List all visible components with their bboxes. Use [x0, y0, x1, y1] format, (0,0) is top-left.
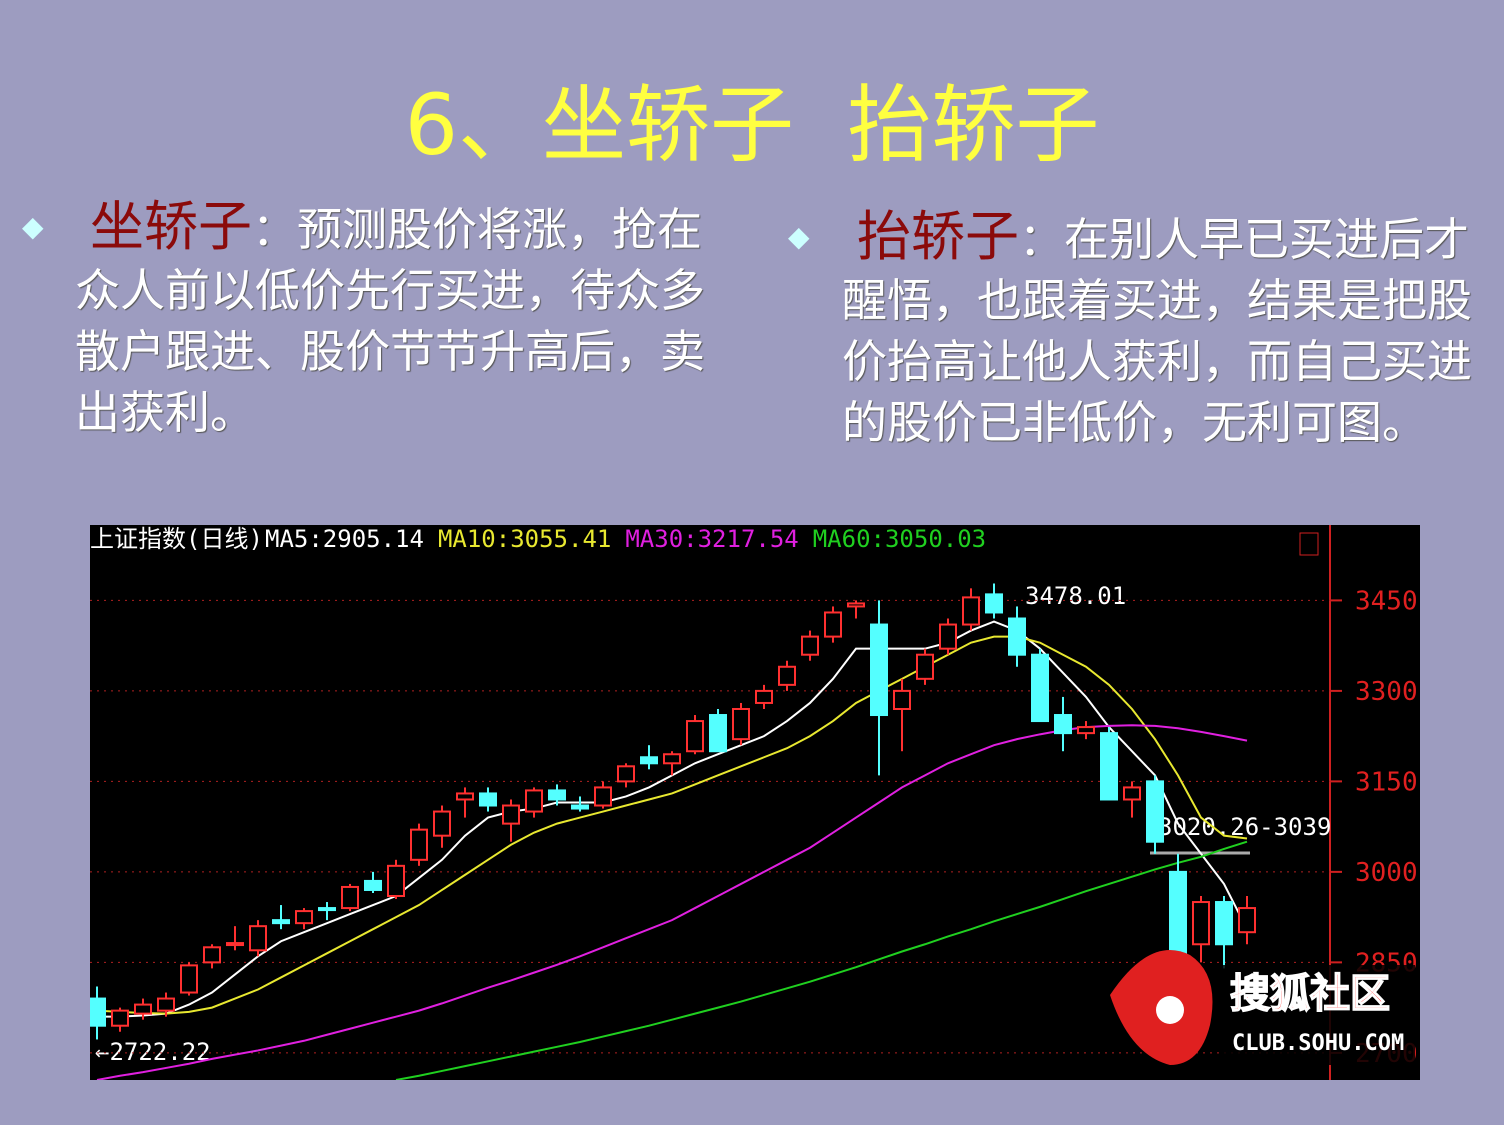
candle-body	[1146, 780, 1164, 843]
candle-body	[939, 623, 957, 650]
candle-body	[249, 925, 267, 952]
legend-entry: MA30:3217.54	[625, 525, 798, 553]
candle-body	[732, 707, 750, 741]
watermark-bg	[1220, 965, 1415, 1065]
candle-body	[364, 879, 382, 891]
candle-body	[1008, 617, 1026, 656]
candle-body	[479, 792, 497, 807]
point: 坐轿子：预测股价将涨，抢在众人前以低价先行买进，待众多散户跟进、股价节节升高后，…	[75, 196, 727, 443]
watermark-name: 搜狐社区	[1230, 971, 1390, 1017]
candle-body	[893, 689, 911, 710]
point-text: ：在别人早已买进后才醒悟，也跟着买进，结果是把股价抬高让他人获利，而自己买进的股…	[842, 213, 1473, 449]
candle-body	[663, 753, 681, 765]
candle-body	[686, 720, 704, 753]
candle-body	[962, 596, 980, 626]
candle-body	[1192, 901, 1210, 946]
candle-body	[801, 635, 819, 656]
candle-body	[1169, 870, 1187, 964]
candle-body	[295, 910, 313, 925]
candle-body	[594, 786, 612, 807]
candle-body	[709, 714, 727, 753]
candle-body	[1054, 714, 1072, 735]
legend-entry: MA10:3055.41	[438, 525, 611, 553]
y-tick-label: 3450	[1355, 586, 1418, 616]
point-term: 坐轿子	[90, 195, 252, 258]
candle-body	[571, 804, 589, 810]
candle-body	[916, 653, 934, 680]
candle-body	[456, 792, 474, 801]
candle-body	[525, 789, 543, 813]
candle-body	[134, 1003, 152, 1015]
candle-body	[824, 611, 842, 638]
candle-body	[341, 885, 359, 910]
candle-body	[755, 689, 773, 704]
annotation: ←2722.22	[95, 1038, 211, 1066]
candle-body	[617, 765, 635, 783]
ma-line	[395, 840, 1248, 1080]
annotation: 3020.26-3039	[1158, 813, 1331, 841]
candle-body	[1100, 732, 1118, 801]
legend: MA5:2905.14 MA10:3055.41 MA30:3217.54 MA60:…	[265, 525, 986, 553]
candle-body	[870, 623, 888, 717]
candle-body	[226, 942, 244, 947]
candle-body	[1123, 786, 1141, 801]
watermark-url: CLUB.SOHU.COM	[1232, 1031, 1404, 1056]
chart: 上证指数(日线) MA5:2905.14 MA10:3055.41 MA30:321…	[90, 525, 1420, 1080]
candle-body	[1238, 907, 1256, 934]
logo-eye	[1156, 996, 1184, 1024]
candle-body	[1215, 901, 1233, 946]
bullet: ◆	[788, 220, 810, 253]
legend-entry: MA60:3050.03	[813, 525, 986, 553]
candle-body	[410, 828, 428, 861]
candle-body	[847, 602, 865, 608]
candle-body	[272, 919, 290, 925]
legend-entry: MA5:2905.14	[265, 525, 424, 553]
annotation: 3478.01	[1025, 582, 1126, 610]
chart-title: 上证指数(日线)	[90, 525, 263, 553]
point-text: ：预测股价将涨，抢在众人前以低价先行买进，待众多散户跟进、股价节节升高后，卖出获…	[75, 203, 706, 439]
candle-body	[203, 946, 221, 964]
candle-body	[778, 665, 796, 686]
candle-body	[318, 907, 336, 912]
point-term: 抬轿子	[857, 205, 1019, 268]
bullet: ◆	[22, 210, 44, 243]
slide-title: 6、坐轿子 抬轿子	[404, 76, 1100, 174]
candle-body	[90, 997, 106, 1027]
axis-icon	[1299, 532, 1319, 556]
y-tick-label: 3000	[1355, 858, 1418, 888]
candle-body	[548, 789, 566, 801]
candle-body	[180, 964, 198, 994]
candle-body	[157, 997, 175, 1012]
candle-body	[640, 756, 658, 765]
watermark: 搜狐社区 CLUB.SOHU.COM	[1110, 950, 1415, 1065]
ma-line	[96, 635, 1248, 1015]
point: 抬轿子：在别人早已买进后才醒悟，也跟着买进，结果是把股价抬高让他人获利，而自己买…	[842, 206, 1497, 453]
candle-body	[387, 864, 405, 898]
candle-body	[111, 1009, 129, 1027]
candle-body	[502, 804, 520, 825]
y-tick-label: 3150	[1355, 767, 1418, 797]
candle-body	[1031, 653, 1049, 723]
candle-body	[1077, 726, 1095, 735]
candle-body	[433, 810, 451, 837]
candle-body	[985, 593, 1003, 614]
y-tick-label: 3300	[1355, 677, 1418, 707]
